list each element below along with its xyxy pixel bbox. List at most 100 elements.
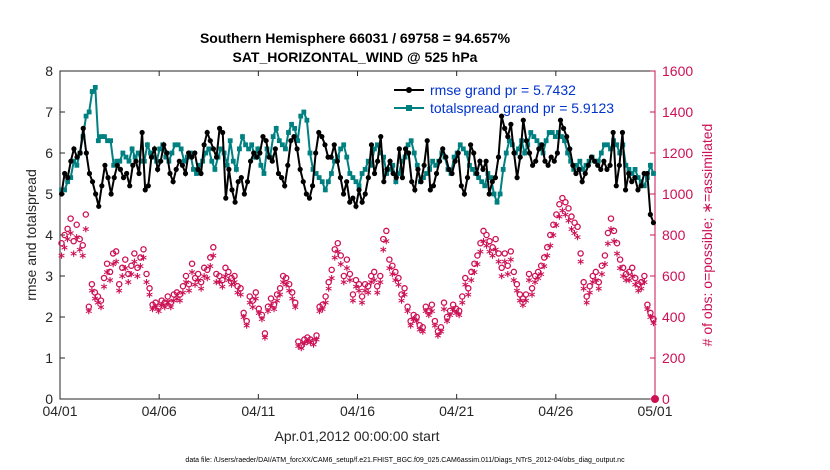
- possible-point: [556, 200, 563, 208]
- possible-point: [216, 272, 223, 280]
- rmse-point: [461, 191, 468, 197]
- assimilated-point: *: [635, 286, 642, 301]
- assimilated-point: *: [82, 225, 89, 240]
- possible-point: [628, 264, 636, 272]
- possible-point: [355, 280, 363, 288]
- assimilated-point: *: [180, 288, 187, 303]
- rmse-point: [272, 146, 278, 152]
- assimilated-point: *: [456, 311, 463, 326]
- totalspread-point: [344, 154, 350, 160]
- possible-point: [364, 282, 372, 290]
- totalspread-point: [227, 138, 233, 144]
- rmse-point: [235, 179, 241, 185]
- rmse-point: [511, 150, 517, 156]
- rmse-point: [111, 175, 117, 181]
- totalspread-point: [279, 142, 285, 148]
- possible-point: [282, 274, 290, 282]
- rmse-point: [207, 138, 213, 144]
- rmse-point: [393, 175, 399, 181]
- rmse-point: [328, 154, 334, 160]
- rmse-point: [412, 187, 418, 193]
- possible-point: [343, 256, 351, 263]
- possible-point: [377, 272, 384, 280]
- assimilated-point: *: [79, 252, 86, 267]
- totalspread-point: [460, 146, 466, 152]
- rmse-point: [319, 134, 325, 140]
- assimilated-point: *: [64, 235, 71, 250]
- totalspread-point: [86, 109, 92, 115]
- assimilated-point: *: [571, 229, 578, 244]
- rmse-point: [86, 170, 93, 177]
- totalspread-point: [531, 134, 537, 139]
- rmse-point: [576, 166, 582, 172]
- rmse-point: [474, 170, 480, 177]
- assimilated-point: *: [325, 284, 332, 299]
- y2-tick-label: 1400: [662, 104, 693, 120]
- totalspread-point: [304, 117, 310, 123]
- rmse-point: [647, 211, 653, 218]
- chart-title-line1: Southern Hemisphere 66031 / 69758 = 94.6…: [200, 30, 511, 46]
- totalspread-point: [114, 158, 120, 164]
- assimilated-point: *: [225, 276, 232, 291]
- totalspread-point: [641, 183, 647, 189]
- assimilated-point: *: [395, 280, 402, 295]
- rmse-point: [83, 150, 89, 156]
- assimilated-point: *: [304, 338, 311, 353]
- assimilated-point: *: [544, 252, 551, 267]
- assimilated-point: *: [413, 317, 420, 332]
- y-tick-label: 3: [45, 268, 53, 284]
- rmse-point: [437, 158, 443, 164]
- assimilated-point: *: [125, 278, 132, 293]
- rmse-point: [517, 154, 523, 160]
- totalspread-point: [224, 162, 230, 168]
- possible-point: [264, 303, 272, 310]
- rmse-point: [582, 170, 588, 177]
- rmse-point: [644, 170, 650, 177]
- rmse-point: [387, 158, 393, 164]
- possible-point: [295, 338, 302, 345]
- totalspread-point: [148, 150, 153, 156]
- possible-point: [146, 285, 153, 292]
- totalspread-point: [543, 138, 549, 144]
- possible-point: [231, 272, 238, 280]
- assimilated-point: *: [392, 276, 399, 291]
- possible-point: [64, 225, 71, 233]
- possible-point: [118, 264, 126, 272]
- assimilated-point: *: [183, 278, 190, 293]
- possible-point: [434, 328, 442, 335]
- totalspread-point: [608, 146, 613, 152]
- possible-point: [210, 244, 217, 251]
- possible-point: [440, 299, 448, 306]
- assimilated-point: *: [271, 305, 278, 320]
- totalspread-point: [338, 146, 344, 152]
- possible-point: [155, 303, 162, 310]
- assimilated-point: *: [480, 237, 487, 252]
- totalspread-point: [172, 142, 178, 148]
- possible-point: [194, 270, 202, 278]
- totalspread-point: [559, 134, 564, 139]
- possible-point: [483, 231, 490, 239]
- possible-point: [128, 262, 135, 269]
- possible-point: [106, 268, 114, 276]
- rmse-point: [545, 162, 551, 168]
- totalspread-point: [126, 158, 132, 164]
- assimilated-point: *: [231, 278, 238, 293]
- totalspread-point: [365, 158, 371, 164]
- possible-point: [298, 342, 305, 349]
- rmse-point: [124, 170, 130, 177]
- rmse-point: [282, 183, 288, 189]
- assimilated-point: *: [550, 231, 557, 246]
- assimilated-point: *: [447, 311, 454, 326]
- legend: rmse grand pr = 5.7432 totalspread grand …: [394, 82, 614, 116]
- possible-point: [586, 282, 593, 290]
- totalspread-point: [390, 162, 396, 168]
- totalspread-point: [71, 158, 77, 164]
- possible-point: [225, 268, 232, 276]
- assimilated-point: *: [526, 276, 533, 291]
- rmse-point: [170, 179, 176, 185]
- rmse-point: [297, 166, 303, 172]
- possible-point: [76, 235, 83, 243]
- totalspread-point: [295, 138, 301, 144]
- possible-point: [562, 198, 569, 206]
- totalspread-point: [414, 162, 420, 168]
